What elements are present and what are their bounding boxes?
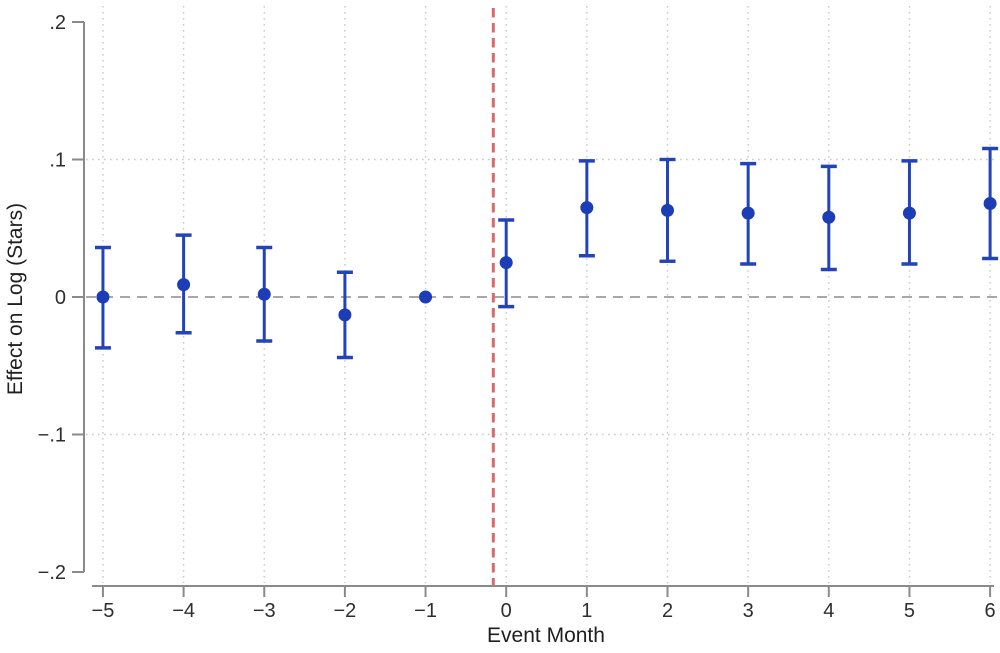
data-point [257,287,271,301]
x-tick-label: −1 [414,600,437,622]
data-point [177,278,191,292]
y-tick-label: .1 [49,150,66,172]
data-point [741,206,755,220]
x-tick-label: 4 [823,600,834,622]
data-point [902,206,916,220]
x-tick-label: −3 [253,600,276,622]
data-point [419,290,433,304]
data-point [983,197,997,210]
x-tick-label: −2 [333,600,356,622]
x-tick-label: 2 [662,600,673,622]
data-point [661,203,674,217]
x-tick-label: 3 [743,600,754,622]
y-axis-title: Effect on Log (Stars) [4,202,27,396]
x-tick-label: 5 [904,600,915,622]
data-point [338,308,352,322]
y-tick-label: 0 [55,287,66,309]
y-tick-label: −.2 [38,562,66,584]
x-tick-label: −5 [92,600,115,622]
y-tick-label: −.1 [38,425,66,447]
x-axis-title: Event Month [487,624,605,647]
x-tick-label: 0 [501,600,512,622]
y-tick-label: .2 [49,12,66,34]
data-point [499,256,513,270]
data-point [822,210,836,224]
x-tick-label: 6 [985,600,996,622]
x-tick-label: 1 [581,600,592,622]
data-point [96,290,110,304]
x-tick-label: −4 [172,600,195,622]
data-point [580,201,594,215]
